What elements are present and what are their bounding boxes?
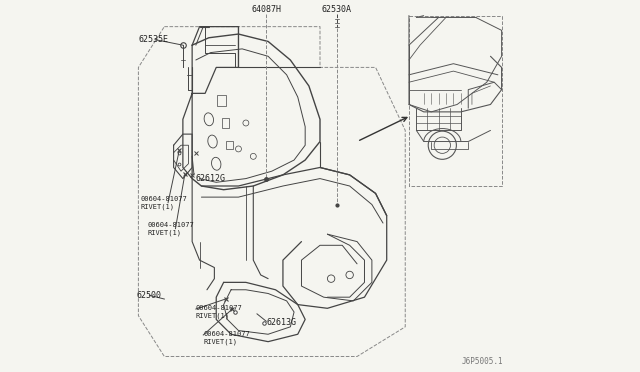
Bar <box>222 118 229 128</box>
Text: 00604-81077: 00604-81077 <box>148 222 195 228</box>
Text: RIVET(1): RIVET(1) <box>140 203 174 210</box>
Text: 62612G: 62612G <box>196 174 226 183</box>
Text: 62530A: 62530A <box>322 6 351 15</box>
Text: 62613G: 62613G <box>266 318 296 327</box>
Text: 00604-81077: 00604-81077 <box>140 196 187 202</box>
Bar <box>226 141 232 149</box>
Text: 00604-81077: 00604-81077 <box>196 305 243 311</box>
Text: 00604-81077: 00604-81077 <box>204 331 250 337</box>
Text: 62535E: 62535E <box>138 35 168 44</box>
Text: 64087H: 64087H <box>252 6 281 15</box>
Text: 62500: 62500 <box>136 291 161 300</box>
Text: RIVET(1): RIVET(1) <box>148 229 182 235</box>
Text: RIVET(1): RIVET(1) <box>204 339 237 345</box>
Text: J6P5005.1: J6P5005.1 <box>462 357 504 366</box>
Text: RIVET(1): RIVET(1) <box>196 312 230 319</box>
Bar <box>217 95 227 106</box>
